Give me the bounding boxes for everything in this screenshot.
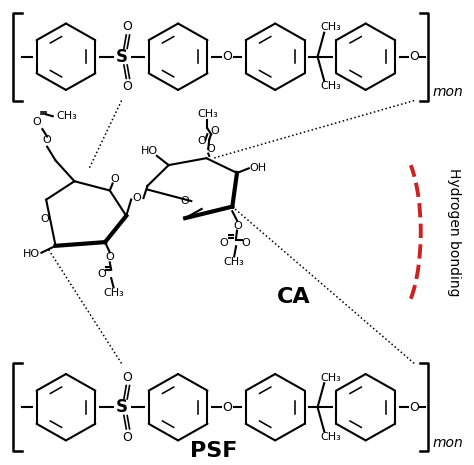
Text: CH₃: CH₃ [224,257,245,267]
Text: CH₃: CH₃ [197,109,218,120]
Text: CA: CA [277,286,310,306]
Text: O: O [40,214,49,224]
Text: O: O [123,431,133,444]
Text: O: O [409,401,419,414]
Text: O: O [181,196,190,206]
Text: O: O [219,238,228,247]
Text: Hydrogen bonding: Hydrogen bonding [447,168,461,296]
Text: O: O [123,371,133,384]
Text: CH₃: CH₃ [320,22,341,32]
Text: O: O [43,135,52,145]
Text: mon: mon [432,436,463,450]
Text: O: O [409,50,419,63]
Text: S: S [116,398,128,416]
Text: O: O [197,136,206,146]
Text: O: O [222,50,232,63]
Text: CH₃: CH₃ [320,432,341,442]
Text: CH₃: CH₃ [320,373,341,383]
Text: O: O [234,221,242,231]
Text: S: S [116,48,128,66]
Text: O: O [123,80,133,93]
Text: O: O [32,117,41,127]
Text: mon: mon [432,85,463,99]
Text: O: O [222,401,232,414]
Text: CH₃: CH₃ [103,288,124,298]
Text: HO: HO [141,146,158,156]
Text: CH₃: CH₃ [320,81,341,91]
Text: HO: HO [22,249,40,259]
Text: O: O [241,238,250,247]
Text: O: O [105,252,114,262]
Text: O: O [97,269,106,279]
Text: CH₃: CH₃ [56,111,77,121]
Text: O: O [210,126,219,136]
Text: PSF: PSF [190,441,237,461]
Text: O: O [133,193,141,203]
Text: O: O [110,174,119,184]
Text: O: O [207,144,216,154]
Text: OH: OH [250,163,267,173]
Text: O: O [123,20,133,33]
